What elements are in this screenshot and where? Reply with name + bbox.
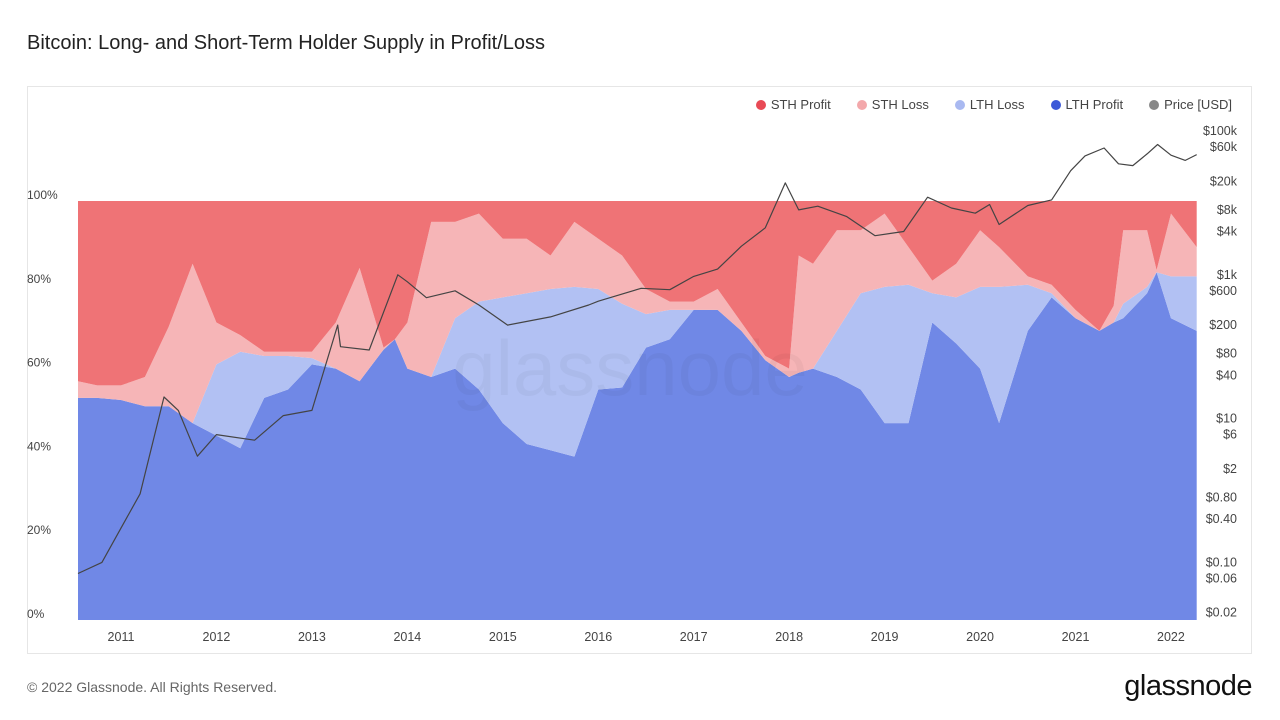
legend-label: STH Loss	[871, 97, 929, 112]
x-tick-label: 2014	[393, 630, 421, 644]
area-sth-profit	[78, 201, 1197, 386]
y-right-tick-label: $60k	[1210, 140, 1238, 154]
legend-label: LTH Profit	[1065, 97, 1124, 112]
chart-card	[27, 86, 1252, 654]
lth-profit-dot-icon	[1050, 99, 1061, 110]
area-sth-loss	[78, 213, 1197, 424]
x-tick-label: 2013	[298, 630, 326, 644]
legend-item-price[interactable]: Price [USD]	[1149, 97, 1232, 112]
sth-loss-dot-icon	[856, 99, 867, 110]
y-right-tick-label: $0.06	[1206, 571, 1237, 585]
x-tick-label: 2015	[489, 630, 517, 644]
copyright: © 2022 Glassnode. All Rights Reserved.	[27, 679, 278, 695]
x-tick-label: 2022	[1157, 630, 1185, 644]
y-right-tick-label: $2	[1223, 462, 1237, 476]
y-left-tick-label: 0%	[27, 607, 45, 621]
y-left-tick-label: 80%	[27, 272, 51, 286]
area-lth-loss	[78, 272, 1197, 457]
y-right-tick-label: $0.10	[1206, 555, 1237, 569]
sth-profit-dot-icon	[755, 99, 766, 110]
x-tick-label: 2018	[775, 630, 803, 644]
y-left-tick-label: 60%	[27, 356, 51, 370]
y-right-tick-label: $80	[1216, 347, 1237, 361]
x-tick-label: 2019	[871, 630, 899, 644]
y-right-tick-label: $0.40	[1206, 512, 1237, 526]
legend: STH Profit STH Loss LTH Loss LTH Profit …	[755, 97, 1232, 112]
x-tick-label: 2020	[966, 630, 994, 644]
y-right-tick-label: $8k	[1217, 203, 1238, 217]
price-dot-icon	[1149, 99, 1160, 110]
y-right-tick-label: $4k	[1217, 225, 1238, 239]
legend-item-lth-profit[interactable]: LTH Profit	[1050, 97, 1124, 112]
y-right-tick-label: $40	[1216, 368, 1237, 382]
y-left-tick-label: 100%	[27, 188, 58, 202]
y-right-tick-label: $20k	[1210, 174, 1238, 188]
y-right-tick-label: $600	[1209, 284, 1237, 298]
y-right-tick-label: $100k	[1203, 124, 1238, 138]
legend-label: STH Profit	[770, 97, 831, 112]
area-lth-profit	[78, 272, 1197, 620]
price-line	[77, 143, 1197, 575]
chart-title: Bitcoin: Long- and Short-Term Holder Sup…	[27, 32, 546, 54]
y-right-tick-label: $10	[1216, 412, 1237, 426]
lth-loss-dot-icon	[954, 99, 965, 110]
x-tick-label: 2011	[108, 630, 135, 644]
watermark: glassnode	[452, 324, 808, 412]
y-right-tick-label: $1k	[1217, 268, 1238, 282]
y-right-tick-label: $0.02	[1206, 606, 1237, 620]
legend-item-sth-loss[interactable]: STH Loss	[856, 97, 929, 112]
glassnode-logo[interactable]: glassnode	[1124, 670, 1252, 702]
legend-label: Price [USD]	[1164, 97, 1232, 112]
y-left-tick-label: 20%	[27, 523, 51, 537]
legend-item-lth-loss[interactable]: LTH Loss	[954, 97, 1025, 112]
y-right-tick-label: $200	[1209, 318, 1237, 332]
y-right-tick-label: $0.80	[1206, 490, 1237, 504]
x-tick-label: 2012	[203, 630, 231, 644]
x-tick-label: 2021	[1062, 630, 1090, 644]
legend-label: LTH Loss	[969, 97, 1025, 112]
x-tick-label: 2016	[584, 630, 612, 644]
y-left-tick-label: 40%	[27, 439, 51, 453]
legend-item-sth-profit[interactable]: STH Profit	[755, 97, 831, 112]
y-right-tick-label: $6	[1223, 428, 1237, 442]
x-tick-label: 2017	[680, 630, 708, 644]
